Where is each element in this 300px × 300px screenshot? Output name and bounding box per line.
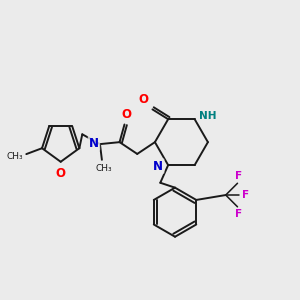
Text: N: N — [89, 136, 99, 150]
Text: NH: NH — [199, 111, 216, 121]
Text: O: O — [122, 108, 131, 121]
Text: N: N — [153, 160, 163, 172]
Text: O: O — [56, 167, 66, 180]
Text: O: O — [122, 108, 131, 121]
Text: CH₃: CH₃ — [7, 152, 23, 160]
Text: N: N — [153, 160, 163, 172]
Text: F: F — [235, 209, 242, 219]
Text: NH: NH — [199, 111, 216, 121]
Text: N: N — [89, 136, 99, 150]
Text: F: F — [235, 171, 242, 181]
Text: F: F — [242, 190, 250, 200]
Text: O: O — [56, 167, 66, 180]
Text: O: O — [139, 93, 148, 106]
Text: O: O — [139, 93, 148, 106]
Text: CH₃: CH₃ — [96, 164, 112, 173]
